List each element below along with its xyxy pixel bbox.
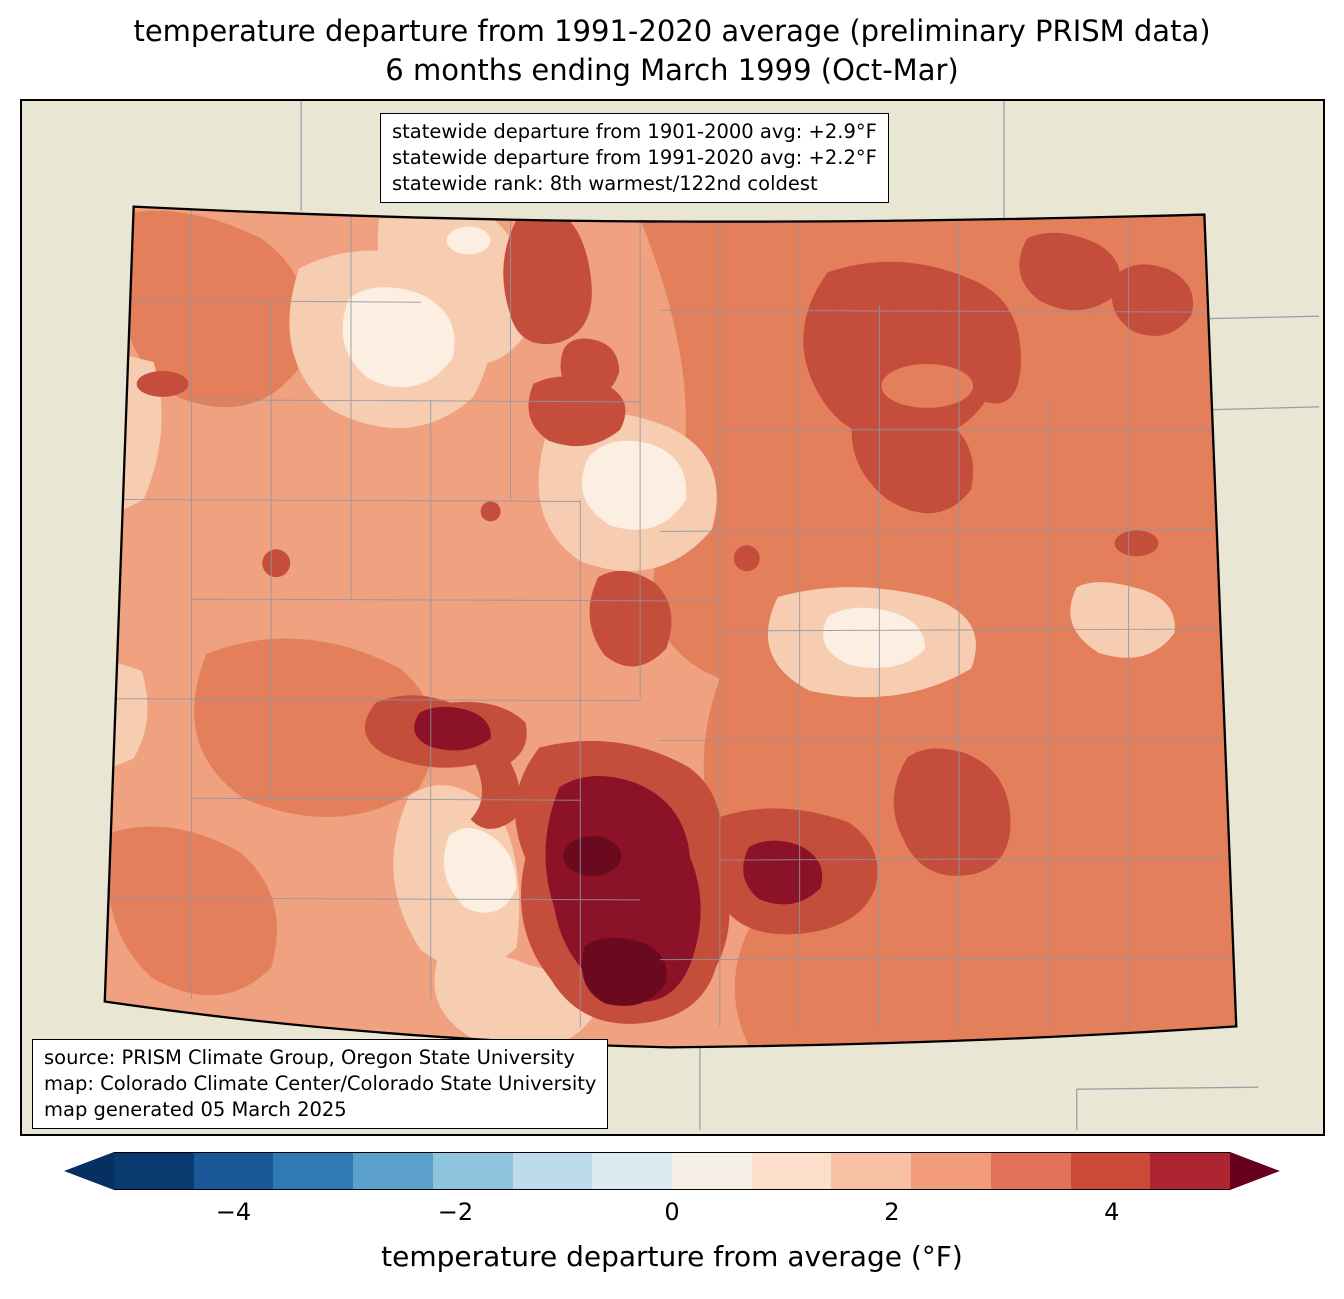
statewide-stats-box: statewide departure from 1901-2000 avg: … bbox=[380, 113, 889, 204]
colorbar-tick-neg2: −2 bbox=[437, 1198, 474, 1226]
colorbar-axis-label: temperature departure from average (°F) bbox=[381, 1240, 963, 1273]
stats-line-1901-2000: statewide departure from 1901-2000 avg: … bbox=[392, 120, 877, 143]
colorbar-tick-zero: 0 bbox=[664, 1198, 680, 1226]
anomaly-deepest-cores bbox=[563, 836, 667, 1006]
colorbar-segment bbox=[831, 1153, 912, 1189]
colorbar-segment bbox=[990, 1153, 1071, 1189]
colorbar-segment bbox=[592, 1153, 673, 1189]
map-frame: statewide departure from 1901-2000 avg: … bbox=[20, 99, 1325, 1136]
source-attribution-box: source: PRISM Climate Group, Oregon Stat… bbox=[32, 1039, 609, 1130]
colorbar-segment bbox=[751, 1153, 832, 1189]
colorbar-segment bbox=[911, 1153, 991, 1189]
colorado-map bbox=[103, 101, 1320, 1131]
colorbar-ticks: −4 −2 0 2 4 bbox=[114, 1198, 1230, 1230]
stats-line-rank: statewide rank: 8th warmest/122nd coldes… bbox=[392, 172, 818, 196]
colorbar-segment bbox=[432, 1153, 513, 1189]
source-line: source: PRISM Climate Group, Oregon Stat… bbox=[44, 1046, 575, 1069]
generated-date-line: map generated 05 March 2025 bbox=[44, 1098, 347, 1122]
state-border bbox=[103, 205, 1238, 1049]
dark-region-hole bbox=[881, 363, 974, 408]
title-block: temperature departure from 1991-2020 ave… bbox=[0, 12, 1344, 90]
colorbar-segment bbox=[114, 1153, 194, 1189]
stats-line-1991-2020: statewide departure from 1991-2020 avg: … bbox=[392, 146, 877, 170]
colorbar bbox=[64, 1152, 1280, 1190]
page-title-line2: 6 months ending March 1999 (Oct-Mar) bbox=[385, 53, 959, 88]
colorbar-tick-pos4: 4 bbox=[1104, 1198, 1120, 1226]
colorbar-arrow-left bbox=[64, 1152, 114, 1190]
anomaly-darkest-cores bbox=[414, 706, 823, 1002]
page-title-line1: temperature departure from 1991-2020 ave… bbox=[133, 14, 1211, 48]
colorbar-segment bbox=[1070, 1153, 1151, 1189]
colorbar-arrow-right bbox=[1230, 1152, 1280, 1190]
colorbar-segment bbox=[353, 1153, 433, 1189]
colorbar-segments bbox=[114, 1152, 1231, 1190]
map-credit-line: map: Colorado Climate Center/Colorado St… bbox=[44, 1072, 597, 1096]
colorbar-segment bbox=[1150, 1153, 1231, 1189]
county-borders bbox=[104, 208, 1237, 1030]
colorbar-segment bbox=[273, 1153, 354, 1189]
colorbar-tick-neg4: −4 bbox=[215, 1198, 252, 1226]
state-interior bbox=[104, 206, 1237, 1048]
colorbar-tick-pos2: 2 bbox=[884, 1198, 900, 1226]
colorbar-segment bbox=[672, 1153, 752, 1189]
anomaly-lightest-cores bbox=[342, 226, 926, 913]
colorbar-segment bbox=[193, 1153, 274, 1189]
colorbar-segment bbox=[512, 1153, 593, 1189]
